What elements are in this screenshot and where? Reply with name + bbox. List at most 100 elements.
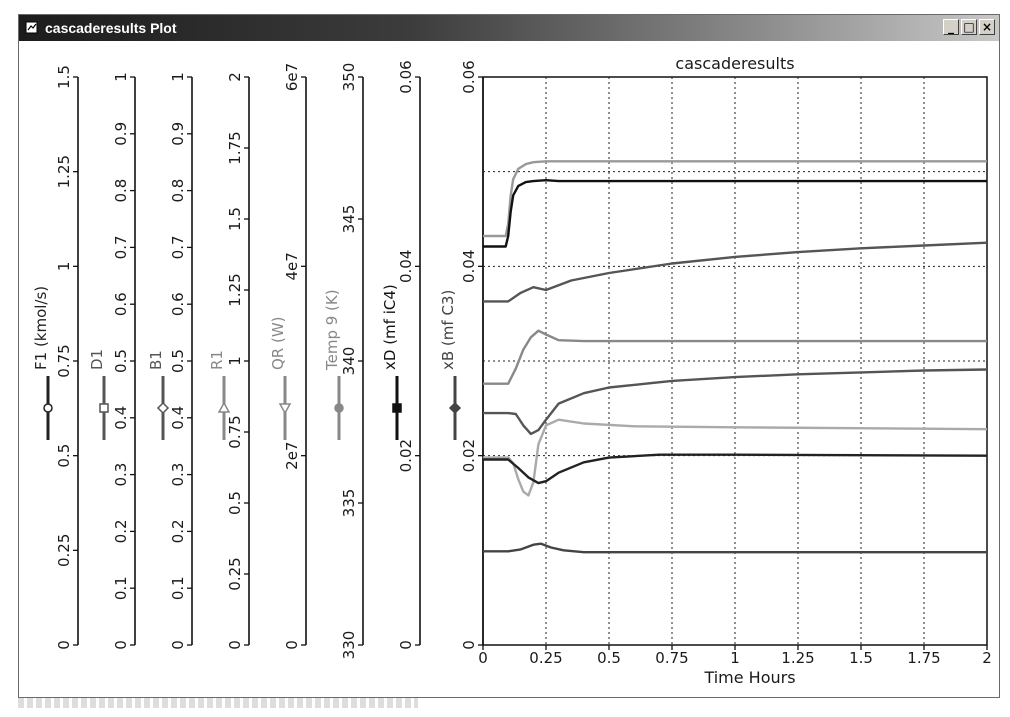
x-tick-label: 1.25 (781, 649, 814, 667)
axis-6: 0 0.02 0.04 0.06 xD (mf iC4) (381, 60, 421, 650)
chart-title: cascaderesults (675, 54, 794, 73)
axis-0: 0 0.25 0.5 0.75 1 1.25 1.5 F1 (kmol/s) (32, 65, 79, 650)
axis-tick-label: 0.06 (460, 60, 478, 93)
legend-label: xB (mf C3) (439, 290, 457, 370)
axis-tick-label: 0.4 (169, 406, 187, 430)
axis-tick-label: 2e7 (283, 442, 301, 470)
legend-marker (448, 401, 462, 415)
legend-marker (99, 403, 109, 413)
legend-marker (217, 401, 231, 413)
axis-tick-label: 0.3 (112, 463, 130, 487)
axis-tick-label: 0.75 (226, 415, 244, 448)
axis-tick-label: 0.2 (112, 519, 130, 543)
x-tick-label: 1 (730, 649, 740, 667)
axis-tick-label: 0.5 (226, 491, 244, 515)
axis-tick-label: 0.7 (112, 235, 130, 259)
axis-tick-label: 330 (340, 631, 358, 660)
bottom-edge-strip (18, 698, 418, 708)
axis-tick-label: 335 (340, 489, 358, 518)
legend-label: D1 (88, 349, 106, 370)
series-line-4 (483, 368, 988, 436)
axis-4: 0 2e7 4e7 6e7 QR (W) (269, 63, 307, 650)
axis-2: 0 0.1 0.2 0.3 0.4 0.5 0.6 0.7 0.8 0.9 1 B1 (147, 72, 193, 650)
x-tick-label: 0.75 (655, 649, 688, 667)
axis-tick-label: 0.8 (169, 179, 187, 203)
axis-tick-label: 0 (169, 640, 187, 650)
axis-tick-label: 0.5 (112, 349, 130, 373)
close-button[interactable]: × (979, 19, 995, 35)
axis-tick-label: 0.04 (397, 250, 415, 283)
axis-tick-label: 0.6 (112, 292, 130, 316)
app-icon (25, 21, 38, 34)
series-line-3 (483, 329, 987, 385)
axis-tick-label: 0.25 (55, 534, 73, 567)
x-tick-label: 0 (478, 649, 488, 667)
x-tick-label: 0.5 (597, 649, 621, 667)
legend-label: xD (mf iC4) (381, 284, 399, 370)
axis-tick-label: 2 (226, 72, 244, 82)
axis-tick-label: 0.4 (112, 406, 130, 430)
axis-tick-label: 340 (340, 347, 358, 376)
axis-tick-label: 0.02 (397, 439, 415, 472)
axis-tick-label: 0.9 (112, 122, 130, 146)
axis-tick-label: 0.8 (112, 179, 130, 203)
series-line-6 (483, 453, 988, 485)
axis-tick-label: 1.25 (55, 155, 73, 188)
axis-tick-label: 0.06 (397, 60, 415, 93)
series-line-2 (483, 241, 988, 303)
axis-tick-label: 345 (340, 205, 358, 234)
axis-tick-label: 0 (226, 640, 244, 650)
x-tick-label: 1.5 (849, 649, 873, 667)
axis-tick-label: 1.75 (226, 131, 244, 164)
legend-label: R1 (208, 350, 226, 370)
legend-marker (278, 403, 292, 415)
axis-tick-label: 0 (397, 640, 415, 650)
legend-label: QR (W) (269, 316, 287, 370)
x-axis-label: Time Hours (703, 668, 795, 687)
axis-tick-label: 0.2 (169, 519, 187, 543)
axis-tick-label: 0 (55, 640, 73, 650)
plot-area: 0 0.25 0.5 0.75 1 1.25 1.5 1.75 2 cascaderesults T… (478, 54, 992, 687)
axis-tick-label: 4e7 (283, 252, 301, 280)
x-tick-label: 1.75 (907, 649, 940, 667)
axis-tick-label: 1.5 (226, 207, 244, 231)
legend-label: Temp 9 (K) (323, 289, 341, 371)
legend-label: F1 (kmol/s) (32, 286, 50, 370)
axis-tick-label: 1 (55, 262, 73, 272)
legend-marker (43, 403, 53, 413)
axis-tick-label: 1.25 (226, 273, 244, 306)
x-tick-label: 2 (982, 649, 992, 667)
axis-7: 0 0.02 0.04 0.06 xB (mf C3) (439, 60, 484, 650)
axis-1: 0 0.1 0.2 0.3 0.4 0.5 0.6 0.7 0.8 0.9 1 D1 (88, 72, 136, 650)
axis-tick-label: 0.1 (169, 576, 187, 600)
series-line-7 (483, 542, 987, 554)
legend-marker (334, 403, 344, 413)
axis-3: 0 0.25 0.5 0.75 1 1.25 1.5 1.75 2 R1 (208, 72, 250, 650)
window-titlebar[interactable]: cascaderesults Plot _ □ × (19, 15, 999, 41)
axis-tick-label: 0.04 (460, 250, 478, 283)
axis-tick-label: 0 (112, 640, 130, 650)
axis-tick-label: 0.9 (169, 122, 187, 146)
x-tick-label: 0.25 (529, 649, 562, 667)
plot-window: cascaderesults Plot _ □ × (18, 14, 1000, 698)
axis-tick-label: 0.75 (55, 344, 73, 377)
series-line-0 (483, 160, 987, 238)
window-title: cascaderesults Plot (45, 20, 177, 36)
axis-tick-label: 0.5 (169, 349, 187, 373)
axis-tick-label: 0.3 (169, 463, 187, 487)
legend-label: B1 (147, 350, 165, 370)
legend-marker (156, 401, 170, 415)
maximize-button[interactable]: □ (961, 19, 977, 35)
axis-5: 330 335 340 345 350 Temp 9 (K) (323, 63, 364, 660)
axis-tick-label: 0 (283, 640, 301, 650)
axis-tick-label: 1 (169, 72, 187, 82)
minimize-button[interactable]: _ (943, 19, 959, 35)
series-line-1 (483, 179, 987, 248)
axis-tick-label: 0.25 (226, 557, 244, 590)
axis-tick-label: 0.7 (169, 235, 187, 259)
axis-tick-label: 0 (460, 640, 478, 650)
axis-tick-label: 0.1 (112, 576, 130, 600)
axis-tick-label: 0.5 (55, 444, 73, 468)
axis-tick-label: 1.5 (55, 65, 73, 89)
